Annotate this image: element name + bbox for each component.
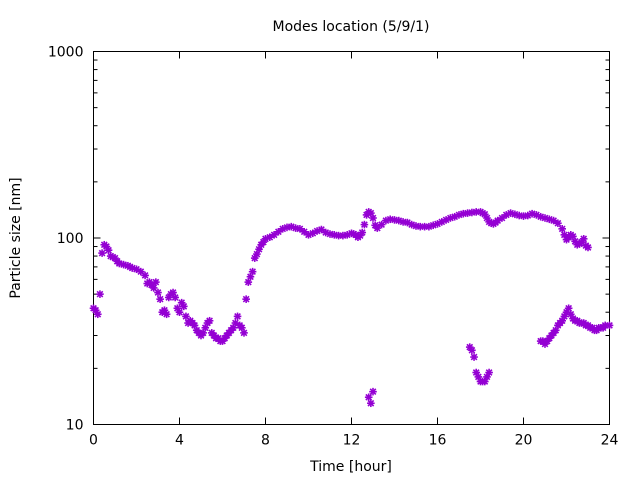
data-point xyxy=(156,295,164,303)
data-point xyxy=(242,295,250,303)
data-point xyxy=(154,288,162,297)
x-tick-label: 20 xyxy=(515,433,533,449)
data-point xyxy=(532,211,541,219)
data-point xyxy=(248,267,257,276)
plot-area xyxy=(93,51,610,425)
x-tick-label: 4 xyxy=(175,433,184,449)
y-axis-label: Particle size [nm] xyxy=(8,177,24,298)
data-point xyxy=(364,393,373,402)
data-point xyxy=(564,304,573,313)
data-point xyxy=(468,346,476,355)
data-point xyxy=(483,373,491,381)
data-point xyxy=(360,220,369,229)
data-point xyxy=(152,278,160,286)
data-point xyxy=(182,312,190,321)
x-axis-label: Time [hour] xyxy=(309,459,392,475)
data-point xyxy=(367,399,375,408)
data-point xyxy=(358,228,367,237)
data-markers xyxy=(89,208,614,408)
chart-title: Modes location (5/9/1) xyxy=(273,19,430,35)
plot-frame xyxy=(93,51,610,425)
x-tick-label: 12 xyxy=(343,433,361,449)
data-point xyxy=(554,219,562,228)
data-point xyxy=(180,302,188,311)
data-point xyxy=(96,290,104,298)
data-point xyxy=(104,246,113,255)
data-point xyxy=(369,387,377,396)
y-tick-label: 100 xyxy=(57,231,84,247)
x-tick-label: 8 xyxy=(261,433,270,449)
data-point xyxy=(205,316,214,325)
data-point xyxy=(94,310,102,319)
data-point xyxy=(369,214,377,222)
data-point xyxy=(579,235,588,243)
data-point xyxy=(584,243,592,252)
data-point xyxy=(233,312,242,321)
y-tick-label: 1000 xyxy=(48,45,84,61)
data-point xyxy=(149,284,158,292)
data-point xyxy=(493,216,502,225)
tick-labels: 0 4 8 12 16 20 24 10 100 1000 xyxy=(48,45,619,449)
data-point xyxy=(162,310,171,319)
data-point xyxy=(605,321,614,330)
data-point xyxy=(558,225,567,233)
data-point xyxy=(98,249,106,257)
data-point xyxy=(171,293,179,302)
y-tick-label: 10 xyxy=(66,418,84,434)
data-point xyxy=(485,368,493,377)
data-point xyxy=(132,265,141,274)
data-point xyxy=(141,271,149,280)
x-tick-label: 24 xyxy=(601,433,619,449)
data-point xyxy=(334,231,343,240)
x-tick-label: 0 xyxy=(89,433,98,449)
data-point xyxy=(175,308,184,317)
data-point xyxy=(470,353,478,361)
data-point xyxy=(244,278,253,286)
x-tick-label: 16 xyxy=(429,433,447,449)
data-point xyxy=(240,329,248,337)
tick-marks xyxy=(93,51,610,425)
